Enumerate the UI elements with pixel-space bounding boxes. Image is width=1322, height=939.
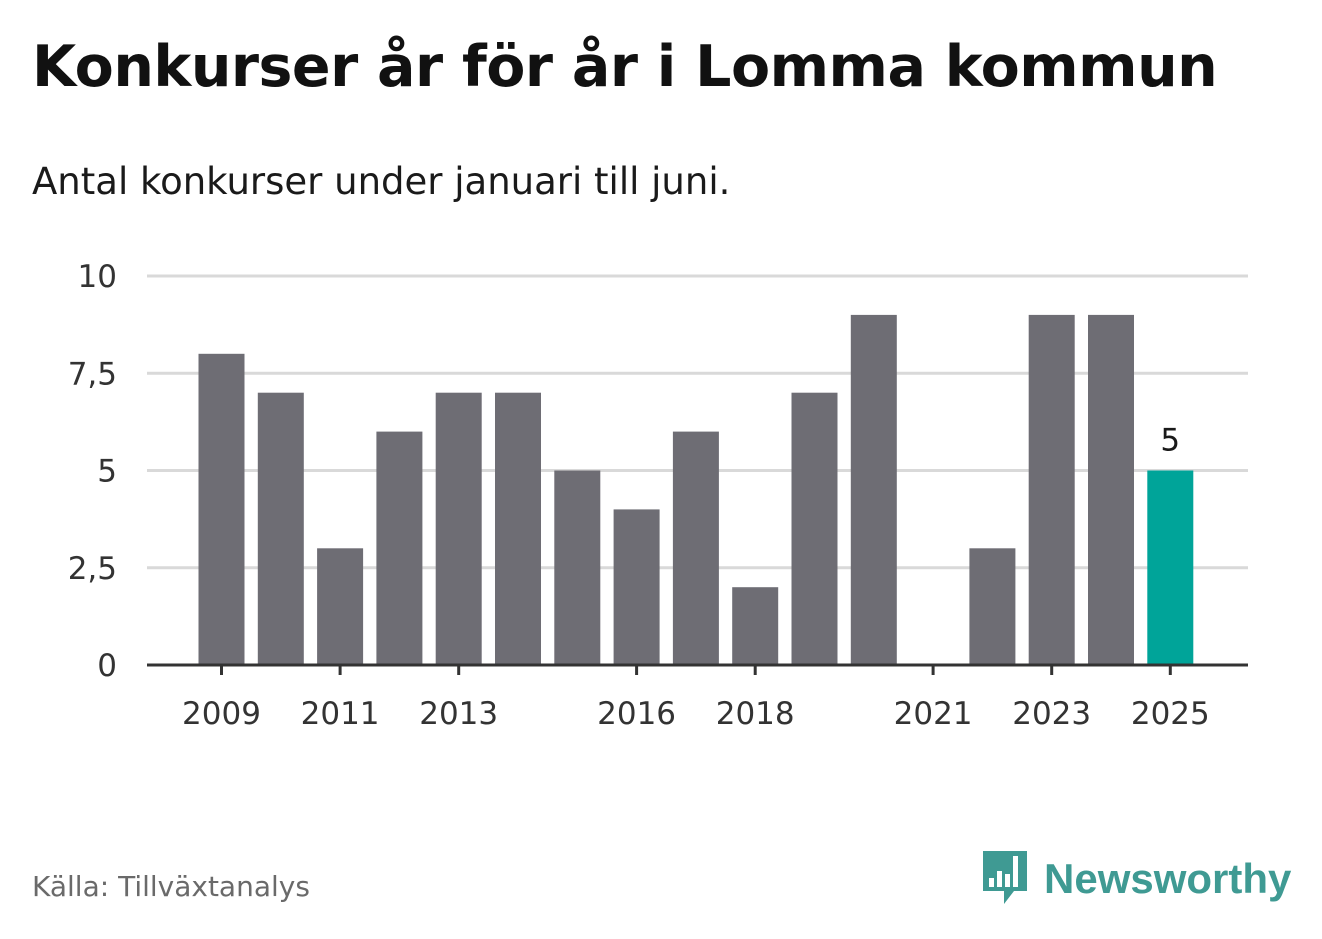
bar-2014 (495, 392, 541, 665)
x-tick-label: 2021 (894, 696, 973, 732)
x-tick-label: 2009 (182, 696, 261, 732)
x-tick-label: 2016 (597, 696, 676, 732)
y-tick-label: 10 (78, 259, 117, 295)
bar-2016 (613, 509, 660, 665)
bar-2011 (317, 548, 364, 665)
bar-2022 (969, 548, 1016, 665)
x-tick-label: 2018 (716, 696, 795, 732)
x-tick-label: 2025 (1131, 696, 1210, 732)
axes (147, 663, 1248, 675)
y-tick-label: 7,5 (68, 356, 117, 392)
bar-2009 (198, 353, 245, 665)
bar-2017 (672, 431, 719, 665)
bars (198, 314, 1194, 665)
chart-subtitle: Antal konkurser under januari till juni. (32, 160, 731, 203)
brand-name: Newsworthy (1044, 855, 1292, 902)
bar-2023 (1028, 314, 1075, 665)
y-tick-label: 2,5 (68, 551, 117, 587)
y-tick-label: 5 (97, 454, 117, 490)
bar-2015 (554, 470, 601, 665)
newsworthy-logo-icon (980, 848, 1030, 910)
brand-logo: Newsworthy (980, 848, 1291, 910)
chart-title: Konkurser år för år i Lomma kommun (32, 34, 1218, 100)
data-label: 5 (1160, 423, 1180, 459)
x-tick-label: 2023 (1012, 696, 1091, 732)
bar-2020 (850, 314, 897, 665)
y-tick-label: 0 (97, 648, 117, 684)
x-tick-label: 2013 (419, 696, 498, 732)
source-note: Källa: Tillväxtanalys (32, 870, 310, 903)
bar-2010 (257, 392, 304, 665)
bar-2012 (376, 431, 423, 665)
bar-2019 (791, 392, 838, 665)
bar-2013 (435, 392, 482, 665)
x-tick-label: 2011 (301, 696, 380, 732)
bar-2025 (1147, 470, 1194, 665)
labels: 0 2,5 5 7,5 10 2009 2011 2013 2016 2018 2021 2023 20… (68, 259, 1210, 732)
bar-2024 (1088, 314, 1134, 665)
bar-2018 (732, 587, 779, 665)
